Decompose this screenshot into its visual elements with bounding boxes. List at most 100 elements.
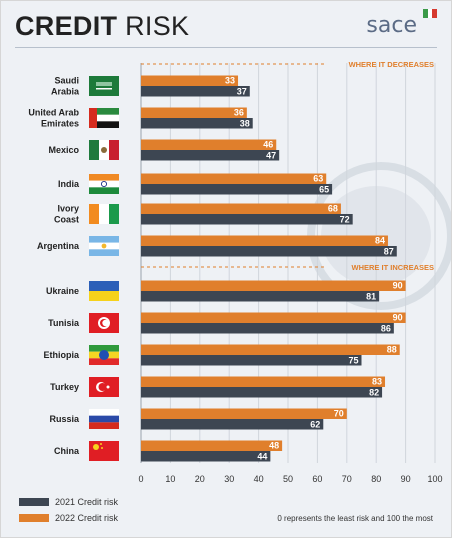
x-tick-label: 30	[224, 474, 234, 484]
country-label: India	[58, 179, 80, 189]
legend-item-2022: 2022 Credit risk	[19, 513, 118, 523]
title-bold: CREDIT	[15, 11, 118, 41]
country-label: United Arab Emirates	[28, 108, 79, 129]
x-tick-label: 60	[312, 474, 322, 484]
country-label: Saudi Arabia	[51, 76, 80, 97]
country-label: Tunisia	[48, 318, 80, 328]
bar-label-2021: 38	[240, 119, 250, 129]
bar-label-2022: 90	[393, 281, 403, 291]
country-label: Ethiopia	[44, 350, 80, 360]
x-tick-label: 100	[427, 474, 442, 484]
country-label: Argentina	[37, 241, 80, 251]
bar-label-2022: 33	[225, 76, 235, 86]
bar-2022	[141, 312, 406, 323]
bar-label-2021: 81	[366, 292, 376, 302]
ethiopia-flag-icon	[89, 345, 119, 365]
legend-label-2021: 2021 Credit risk	[55, 497, 119, 507]
bar-label-2021: 37	[237, 87, 247, 97]
bar-label-2022: 83	[372, 377, 382, 387]
india-flag-icon	[89, 174, 119, 194]
bar-label-2022: 70	[334, 409, 344, 419]
bar-2022	[141, 75, 239, 86]
bar-2022	[141, 173, 327, 184]
country-label: Russia	[49, 414, 80, 424]
bar-label-2022: 46	[263, 140, 273, 150]
bar-2022	[141, 203, 341, 214]
bar-2022	[141, 280, 406, 291]
bar-label-2021: 75	[348, 356, 358, 366]
bar-2021	[141, 214, 353, 225]
bar-label-2022: 88	[387, 345, 397, 355]
bar-2021	[141, 86, 250, 97]
ukraine-flag-icon	[89, 281, 119, 301]
mexico-flag-icon	[89, 140, 119, 160]
bar-label-2021: 82	[369, 388, 379, 398]
bar-2022	[141, 344, 400, 355]
bar-label-2021: 65	[319, 185, 329, 195]
bar-label-2021: 44	[257, 452, 267, 462]
uae-flag-icon	[89, 108, 119, 128]
bar-2022	[141, 235, 388, 246]
x-tick-label: 70	[342, 474, 352, 484]
bar-label-2022: 84	[375, 236, 385, 246]
page-title: CREDIT RISK	[15, 11, 189, 42]
ivory-coast-flag-icon	[89, 204, 119, 224]
x-tick-label: 80	[371, 474, 381, 484]
legend-item-2021: 2021 Credit risk	[19, 497, 118, 507]
tunisia-flag-icon	[89, 313, 119, 333]
turkey-flag-icon	[89, 377, 119, 397]
bar-2021	[141, 184, 333, 195]
bar-2021	[141, 387, 383, 398]
x-tick-label: 20	[195, 474, 205, 484]
bar-2021	[141, 118, 253, 129]
bar-2021	[141, 419, 324, 430]
legend-swatch-2022	[19, 514, 49, 522]
bar-2022	[141, 408, 347, 419]
country-label: Turkey	[50, 382, 79, 392]
bar-2021	[141, 323, 394, 334]
legend-label-2022: 2022 Credit risk	[55, 513, 119, 523]
section-label: WHERE IT DECREASES	[349, 60, 434, 69]
bar-2021	[141, 291, 380, 302]
scale-note: 0 represents the least risk and 100 the …	[277, 514, 433, 523]
italy-flag-icon	[423, 9, 438, 18]
bar-label-2022: 68	[328, 204, 338, 214]
bar-label-2022: 48	[269, 441, 279, 451]
bar-2021	[141, 246, 397, 257]
bar-label-2022: 90	[393, 313, 403, 323]
country-label: Ukraine	[46, 286, 79, 296]
argentina-flag-icon	[89, 236, 119, 256]
russia-flag-icon	[89, 409, 119, 429]
country-label: Mexico	[48, 145, 79, 155]
bar-label-2022: 63	[313, 174, 323, 184]
bar-2022	[141, 376, 386, 387]
bar-label-2021: 47	[266, 151, 276, 161]
legend-swatch-2021	[19, 498, 49, 506]
country-label: China	[54, 446, 80, 456]
bar-label-2021: 87	[384, 247, 394, 257]
title-light: RISK	[117, 11, 190, 41]
bar-2021	[141, 150, 280, 161]
bar-2022	[141, 107, 247, 118]
x-tick-label: 0	[138, 474, 143, 484]
country-label: Ivory Coast	[54, 204, 79, 225]
x-tick-label: 10	[165, 474, 175, 484]
x-tick-label: 90	[401, 474, 411, 484]
bar-2022	[141, 139, 277, 150]
bar-label-2022: 36	[234, 108, 244, 118]
bar-2021	[141, 451, 271, 462]
section-label: WHERE IT INCREASES	[351, 263, 434, 272]
bar-label-2021: 86	[381, 324, 391, 334]
china-flag-icon	[89, 441, 119, 461]
sace-logo: sace	[366, 13, 417, 38]
title-divider	[15, 47, 437, 48]
bar-label-2021: 72	[340, 215, 350, 225]
bar-2021	[141, 355, 362, 366]
x-tick-label: 50	[283, 474, 293, 484]
bar-2022	[141, 440, 283, 451]
saudi-arabia-flag-icon	[89, 76, 119, 96]
x-tick-label: 40	[254, 474, 264, 484]
bar-label-2021: 62	[310, 420, 320, 430]
